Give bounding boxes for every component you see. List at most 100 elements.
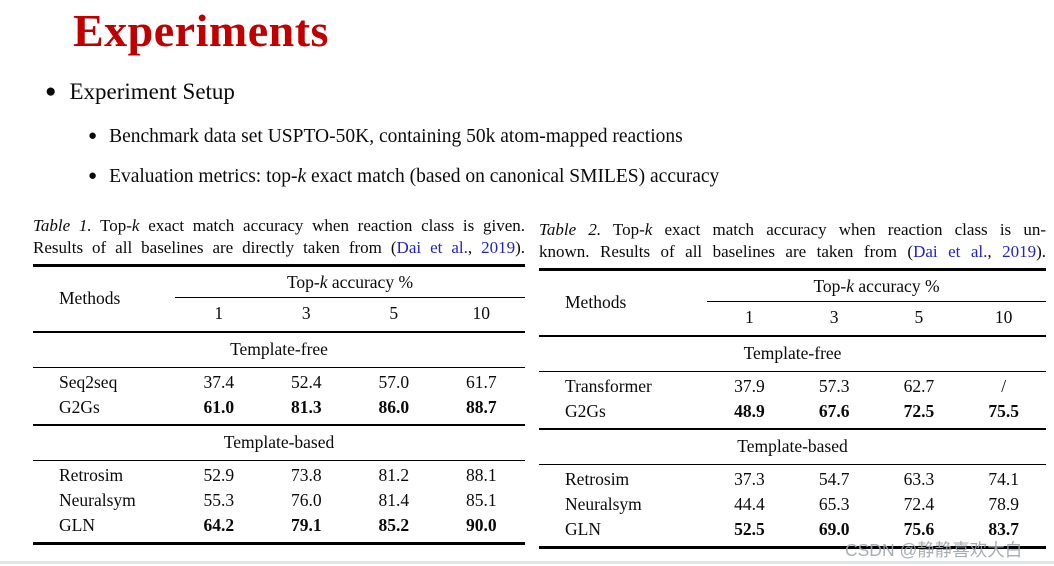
metric-value: 64.2 — [203, 514, 235, 535]
table-row: Neuralsym 55.3 76.0 81.4 85.1 — [33, 488, 525, 513]
text-segment: Results of all baselines are directly ta… — [33, 237, 397, 257]
metric-value: 67.6 — [818, 400, 850, 421]
section-label: Template-based — [223, 431, 335, 452]
table-row: GLN 64.2 79.1 85.2 90.0 — [33, 513, 525, 538]
metric-value: 69.0 — [818, 518, 850, 539]
citation-link[interactable]: 2019 — [481, 237, 516, 257]
text-segment: Top- — [91, 216, 132, 235]
table-row: Retrosim 37.3 54.7 63.3 74.1 — [539, 467, 1046, 492]
table2-block: Table 2. Top-k exact match accuracy when… — [539, 219, 1046, 549]
text-segment: Benchmark data set USPTO-50K, containing… — [109, 126, 683, 147]
text-segment: exact match accuracy when reaction class… — [652, 220, 1047, 239]
methods-column-header: Methods — [565, 292, 627, 312]
method-name: GLN — [565, 518, 601, 539]
table1-block: Table 1. Top-k exact match accuracy when… — [33, 215, 525, 545]
text-segment: accuracy % — [854, 275, 940, 296]
citation-link[interactable]: 2019 — [1002, 241, 1037, 261]
slide-title: Experiments — [73, 5, 329, 56]
bottom-edge-strip — [0, 561, 1054, 564]
caption-line: Table 1. Top-k exact match accuracy when… — [33, 215, 525, 237]
table-row: Transformer 37.9 57.3 62.7 / — [539, 374, 1046, 399]
table2-body: Template-free Transformer 37.9 57.3 62.7 / G2G… — [539, 337, 1046, 546]
sub-bullet-benchmark: ● Benchmark data set USPTO-50K, containi… — [88, 126, 683, 148]
metric-value: 62.7 — [903, 375, 935, 396]
metric-value: 81.2 — [378, 464, 410, 485]
metric-value: 63.3 — [903, 468, 935, 489]
metric-value: 73.8 — [290, 464, 322, 485]
metric-value: 72.5 — [903, 400, 935, 421]
text-segment: exact match (based on canonical SMILES) … — [306, 166, 720, 187]
method-name: Neuralsym — [59, 489, 136, 510]
method-name: G2Gs — [59, 396, 100, 417]
math-k: k — [297, 166, 307, 187]
text-segment: exact match accuracy when reaction class… — [139, 216, 525, 235]
method-name: Retrosim — [565, 468, 630, 489]
k-column-header: 3 — [829, 306, 839, 327]
topk-accuracy-header: Top-k accuracy % — [175, 267, 525, 297]
topk-column-group: Top-k accuracy % 1 3 5 10 — [175, 267, 525, 331]
table-midrule — [33, 330, 525, 333]
setup-bullet: ● Experiment Setup — [45, 79, 235, 105]
table-midrule — [539, 334, 1046, 337]
k-column-header: 5 — [914, 306, 924, 327]
table-rule — [33, 459, 525, 461]
table-cmidrule — [707, 300, 1046, 302]
metric-value: 76.0 — [290, 489, 322, 510]
bullet-dot-icon: ● — [88, 168, 98, 184]
metric-value: 88.7 — [465, 396, 497, 417]
caption-line: Results of all baselines are directly ta… — [33, 237, 525, 259]
metric-value: 52.5 — [734, 518, 765, 539]
caption-line: Table 2. Top-k exact match accuracy when… — [539, 219, 1046, 241]
k-values-row: 1 3 5 10 — [175, 298, 525, 331]
method-name: Transformer — [565, 375, 652, 396]
math-k: k — [131, 216, 140, 235]
metric-value: 52.4 — [290, 371, 322, 392]
metric-value: 75.5 — [988, 400, 1019, 421]
metric-value: 83.7 — [988, 518, 1019, 539]
table-row: Retrosim 52.9 73.8 81.2 88.1 — [33, 463, 525, 488]
text-segment: known. Results of all baselines are take… — [539, 241, 914, 261]
math-k: k — [319, 271, 328, 292]
metric-value: 85.1 — [465, 489, 497, 510]
metric-value: 61.0 — [203, 396, 235, 417]
italic-text: Table 2. — [539, 220, 602, 239]
metric-value: 61.7 — [465, 371, 497, 392]
metric-value: 65.3 — [818, 493, 850, 514]
table-rule — [539, 370, 1046, 372]
setup-heading: Experiment Setup — [69, 79, 235, 104]
sub-bullet-metrics: ● Evaluation metrics: top-k exact match … — [88, 166, 719, 188]
table-bottomrule — [539, 545, 1046, 549]
topk-column-group: Top-k accuracy % 1 3 5 10 — [707, 271, 1046, 335]
table-row: GLN 52.5 69.0 75.6 83.7 — [539, 517, 1046, 542]
metric-value: 44.4 — [734, 493, 765, 514]
text-segment: ). — [1036, 241, 1046, 261]
table-cmidrule — [175, 296, 525, 298]
metric-value: 81.4 — [378, 489, 410, 510]
k-values-row: 1 3 5 10 — [707, 302, 1046, 335]
k-column-header: 1 — [745, 306, 754, 327]
metric-value: 37.4 — [203, 371, 235, 392]
citation-link[interactable]: Dai et al. — [396, 237, 468, 257]
text-segment: , — [467, 237, 482, 257]
section-rows: Seq2seq 37.4 52.4 57.0 61.7 G2Gs 61.0 81.3 86.0 8… — [33, 368, 525, 424]
table2-caption: Table 2. Top-k exact match accuracy when… — [539, 219, 1046, 262]
section-label: Template-free — [230, 338, 328, 359]
metric-value: 78.9 — [988, 493, 1019, 514]
bullet-dot-icon: ● — [88, 128, 98, 144]
table-rule — [33, 366, 525, 368]
section-rows: Retrosim 37.3 54.7 63.3 74.1 Neuralsym 44.4 65.… — [539, 465, 1046, 546]
metric-value: 88.1 — [465, 464, 497, 485]
text-segment: accuracy % — [327, 271, 414, 292]
math-k: k — [846, 275, 855, 296]
metric-value: 86.0 — [378, 396, 410, 417]
method-name: GLN — [59, 514, 95, 535]
text-segment: Top- — [601, 220, 645, 239]
table2-header: Methods Top-k accuracy % 1 3 5 10 — [539, 271, 1046, 335]
section-rows: Transformer 37.9 57.3 62.7 / G2Gs 48.9 67.6 72.5… — [539, 372, 1046, 428]
citation-link[interactable]: Dai et al. — [913, 241, 988, 261]
metric-value: 74.1 — [988, 468, 1019, 489]
caption-line: known. Results of all baselines are take… — [539, 241, 1046, 263]
table-toprule — [33, 264, 525, 267]
topk-accuracy-header: Top-k accuracy % — [707, 271, 1046, 301]
